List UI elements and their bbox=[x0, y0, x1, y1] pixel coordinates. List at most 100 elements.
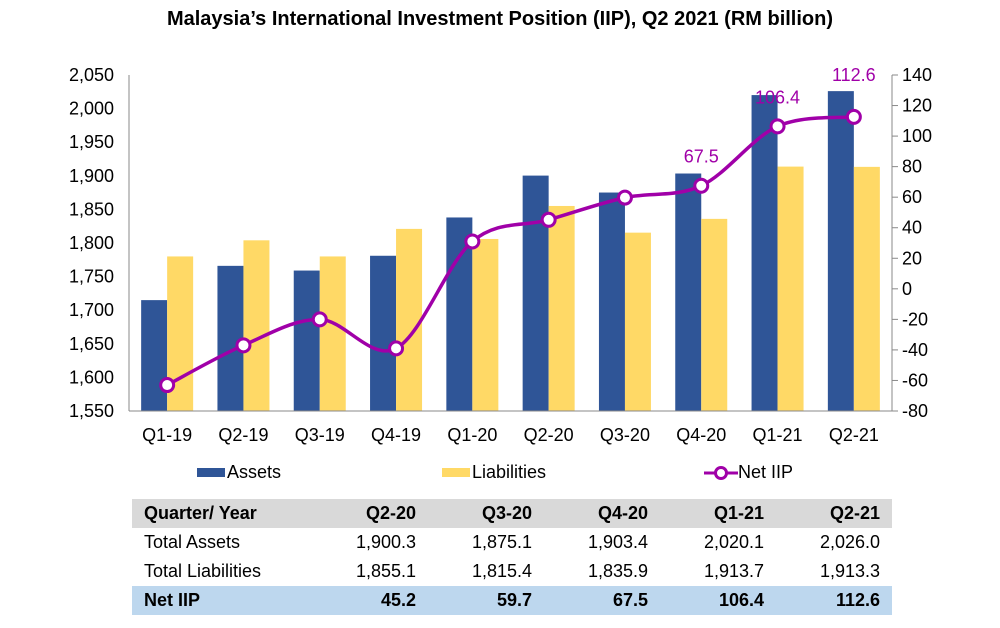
net-iip-point-Q2-21 bbox=[845, 108, 862, 125]
net-iip-point-Q1-20 bbox=[464, 233, 481, 250]
bar-assets-Q2-20 bbox=[522, 175, 549, 411]
x-tick-label: Q3-20 bbox=[600, 425, 650, 445]
y-right-tick-label: 100 bbox=[902, 126, 932, 146]
x-tick-label: Q1-20 bbox=[447, 425, 497, 445]
y-right-tick-label: 40 bbox=[902, 218, 922, 238]
net-iip-point-Q1-21 bbox=[769, 118, 786, 135]
table-cell: 1,913.7 bbox=[703, 561, 764, 581]
bar-assets-Q1-20 bbox=[446, 217, 473, 411]
legend-label-assets: Assets bbox=[227, 462, 282, 482]
net-iip-point-Q1-19 bbox=[159, 377, 176, 394]
x-tick-label: Q1-19 bbox=[142, 425, 192, 445]
bar-assets-Q2-21 bbox=[827, 91, 854, 412]
x-tick-label: Q3-19 bbox=[295, 425, 345, 445]
bar-liabilities-Q4-19 bbox=[396, 228, 423, 411]
x-tick-label: Q1-21 bbox=[753, 425, 803, 445]
table-cell: Total Liabilities bbox=[144, 561, 262, 581]
y-left-tick-label: 2,050 bbox=[69, 65, 114, 85]
bar-liabilities-Q2-20 bbox=[548, 205, 575, 411]
y-left-tick-label: 1,650 bbox=[69, 334, 114, 354]
table-cell: 1,835.9 bbox=[587, 561, 648, 581]
table-cell: Total Assets bbox=[144, 532, 241, 552]
bar-assets-Q4-19 bbox=[370, 255, 397, 411]
table-cell: 59.7 bbox=[496, 590, 532, 610]
table-cell: 67.5 bbox=[612, 590, 648, 610]
net-iip-point-Q3-20 bbox=[616, 189, 633, 206]
net-iip-line bbox=[166, 115, 855, 387]
y-left-tick-label: 2,000 bbox=[69, 99, 114, 119]
bar-liabilities-Q1-20 bbox=[472, 238, 499, 411]
x-tick-label: Q4-20 bbox=[676, 425, 726, 445]
table-cell: 106.4 bbox=[718, 590, 764, 610]
table-header-cell: Q3-20 bbox=[481, 503, 532, 523]
bar-liabilities-Q3-19 bbox=[319, 256, 346, 411]
x-tick-label: Q2-19 bbox=[218, 425, 268, 445]
net-iip-point-Q3-19 bbox=[311, 311, 328, 328]
bar-assets-Q3-19 bbox=[293, 270, 320, 411]
table-header-cell: Q4-20 bbox=[597, 503, 648, 523]
table-header-row: Quarter/ Year Q2-20 Q3-20 Q4-20 Q1-21 Q2… bbox=[132, 499, 892, 528]
table-header-cell: Q2-20 bbox=[365, 503, 416, 523]
y-right-tick-label: 140 bbox=[902, 65, 932, 85]
table-cell: Net IIP bbox=[144, 590, 201, 610]
net-iip-data-label: 112.6 bbox=[832, 65, 876, 85]
legend-item-liabilities: Liabilities bbox=[442, 462, 546, 483]
table-cell: 1,913.3 bbox=[819, 561, 880, 581]
table-cell: 1,815.4 bbox=[471, 561, 532, 581]
bar-liabilities-Q2-19 bbox=[243, 240, 270, 411]
bar-assets-Q2-19 bbox=[217, 265, 244, 411]
x-tick-label: Q4-19 bbox=[371, 425, 421, 445]
y-left-tick-label: 1,850 bbox=[69, 199, 114, 219]
y-right-tick-label: -60 bbox=[902, 370, 928, 390]
table-cell: 112.6 bbox=[835, 590, 880, 610]
chart-title: Malaysia’s International Investment Posi… bbox=[166, 8, 834, 30]
y-left-tick-label: 1,550 bbox=[69, 401, 114, 421]
y-right-tick-label: 20 bbox=[902, 248, 922, 268]
table-cell: 45.2 bbox=[380, 590, 416, 610]
legend-item-assets: Assets bbox=[197, 462, 281, 483]
bar-liabilities-Q4-20 bbox=[701, 218, 728, 411]
bar-assets-Q1-21 bbox=[751, 95, 778, 411]
bar-assets-Q1-19 bbox=[141, 300, 168, 411]
legend-label-net-iip: Net IIP bbox=[738, 462, 794, 482]
net-iip-point-Q2-19 bbox=[235, 337, 252, 354]
legend: Assets Liabilities Net IIP bbox=[0, 462, 1000, 486]
table-row-net-iip: Net IIP 45.2 59.7 67.5 106.4 112.6 bbox=[132, 586, 892, 615]
net-iip-point-Q4-20 bbox=[693, 177, 710, 194]
bar-liabilities-Q1-21 bbox=[777, 166, 804, 411]
bar-assets-Q3-20 bbox=[598, 192, 625, 411]
y-left-tick-label: 1,800 bbox=[69, 233, 114, 253]
table-cell: 2,026.0 bbox=[819, 532, 880, 552]
y-right-tick-label: -40 bbox=[902, 340, 928, 360]
table-header-cell: Q2-21 bbox=[829, 503, 880, 523]
liabilities-swatch bbox=[442, 468, 470, 477]
table-cell: 1,875.1 bbox=[471, 532, 532, 552]
legend-label-liabilities: Liabilities bbox=[472, 462, 547, 482]
table-header-cell: Quarter/ Year bbox=[144, 503, 257, 523]
y-right-tick-label: 80 bbox=[902, 157, 922, 177]
table-cell: 1,855.1 bbox=[355, 561, 416, 581]
y-left-tick-label: 1,900 bbox=[69, 166, 114, 186]
y-left-tick-label: 1,750 bbox=[69, 267, 114, 287]
table-row-total-liabilities: Total Liabilities 1,855.1 1,815.4 1,835.… bbox=[132, 557, 892, 586]
table-cell: 2,020.1 bbox=[703, 532, 764, 552]
x-tick-label: Q2-20 bbox=[524, 425, 574, 445]
x-tick-label: Q2-21 bbox=[829, 425, 879, 445]
net-iip-data-label: 67.5 bbox=[684, 147, 719, 167]
y-left-tick-label: 1,700 bbox=[69, 300, 114, 320]
net-iip-point-Q2-20 bbox=[540, 211, 557, 228]
y-right-tick-label: 60 bbox=[902, 187, 922, 207]
net-iip-point-Q4-19 bbox=[388, 340, 405, 357]
y-right-tick-label: -20 bbox=[902, 309, 928, 329]
net-iip-line-marker-icon bbox=[704, 465, 738, 480]
summary-table: Quarter/ Year Q2-20 Q3-20 Q4-20 Q1-21 Q2… bbox=[132, 499, 892, 615]
table-row-total-assets: Total Assets 1,900.3 1,875.1 1,903.4 2,0… bbox=[132, 528, 892, 557]
table-cell: 1,900.3 bbox=[355, 532, 416, 552]
table-cell: 1,903.4 bbox=[587, 532, 648, 552]
table-header-cell: Q1-21 bbox=[713, 503, 764, 523]
y-right-tick-label: 120 bbox=[902, 96, 932, 116]
bar-liabilities-Q2-21 bbox=[853, 166, 880, 411]
y-left-tick-label: 1,600 bbox=[69, 367, 114, 387]
legend-item-net-iip: Net IIP bbox=[704, 462, 793, 483]
net-iip-data-label: 106.4 bbox=[755, 87, 800, 107]
